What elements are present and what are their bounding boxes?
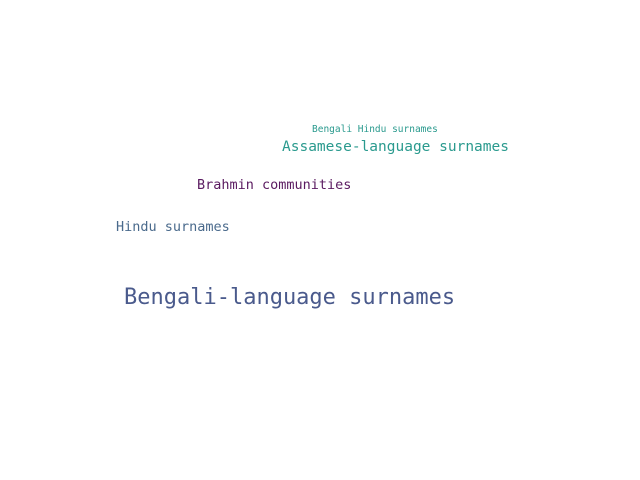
word-bengali-hindu-surnames: Bengali Hindu surnames [312,124,438,135]
word-hindu-surnames: Hindu surnames [116,219,230,235]
word-brahmin-communities: Brahmin communities [197,177,352,193]
word-assamese-language-surnames: Assamese-language surnames [282,139,509,155]
word-bengali-language-surnames: Bengali-language surnames [124,285,456,310]
